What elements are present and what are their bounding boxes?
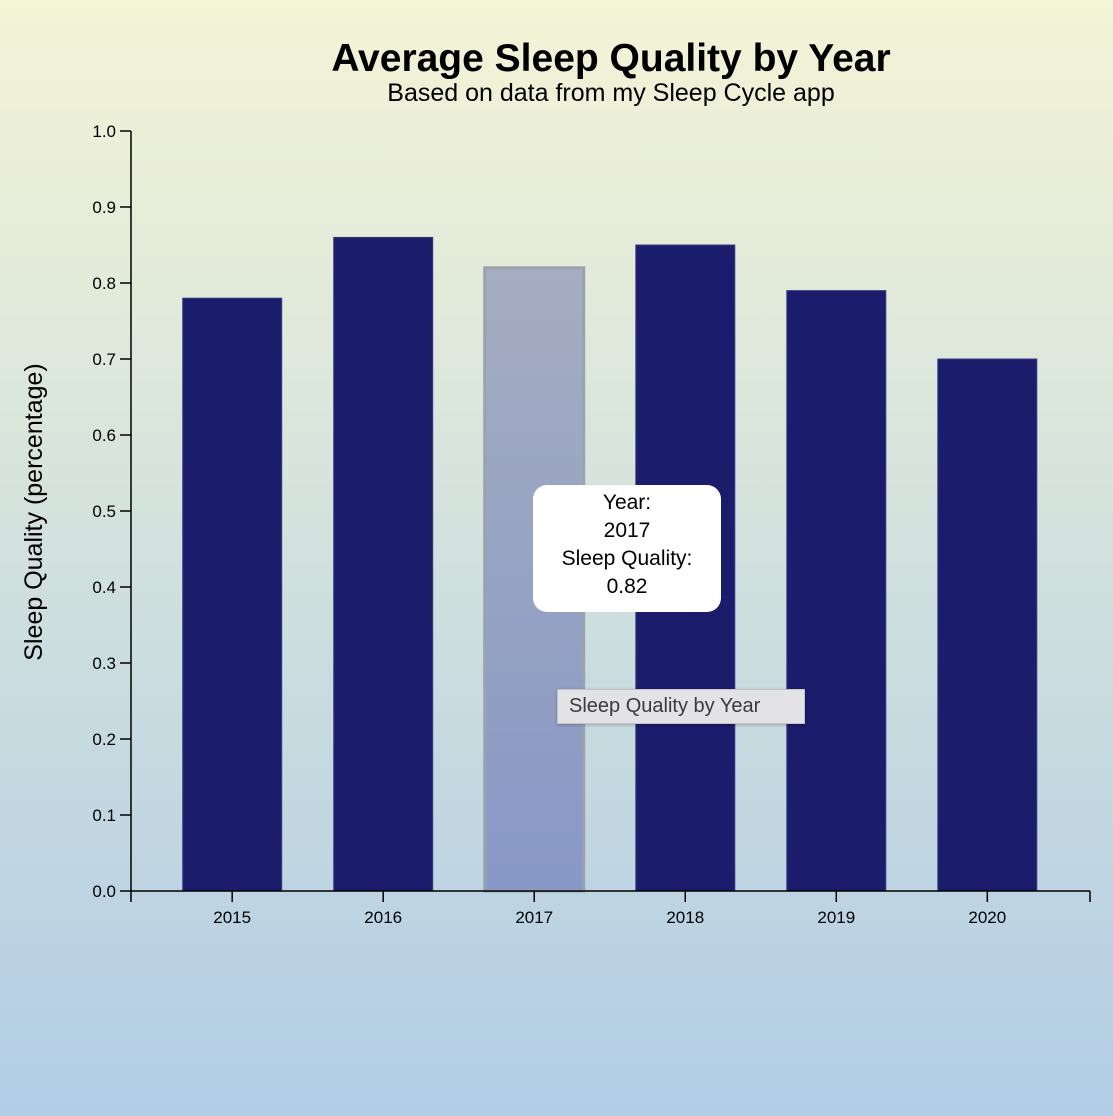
chart-subtitle: Based on data from my Sleep Cycle app	[387, 79, 834, 107]
x-tick-label: 2018	[666, 908, 704, 927]
tooltip-year-value: 2017	[603, 519, 651, 542]
y-tick-label: 0.2	[92, 730, 116, 749]
bar-2016[interactable]	[333, 236, 434, 892]
tooltip-year-label: Year:	[602, 491, 652, 514]
y-axis-label: Sleep Quality (percentage)	[20, 363, 48, 660]
bar-2020[interactable]	[937, 358, 1038, 892]
x-tick-label: 2016	[364, 908, 402, 927]
y-tick-label: 0.4	[92, 578, 116, 597]
y-tick-label: 0.7	[92, 350, 116, 369]
bar-2015[interactable]	[182, 297, 283, 892]
tooltip-quality-value: 0.82	[606, 575, 648, 598]
y-tick-label: 1.0	[92, 122, 116, 141]
x-tick-label: 2020	[968, 908, 1006, 927]
y-tick-label: 0.3	[92, 654, 116, 673]
x-tick-label: 2019	[817, 908, 855, 927]
y-tick-label: 0.1	[92, 806, 116, 825]
y-tick-label: 0.9	[92, 198, 116, 217]
hover-tooltip: Year: 2017 Sleep Quality: 0.82	[533, 485, 721, 612]
native-title-tooltip: Sleep Quality by Year	[557, 689, 805, 724]
x-tick-label: 2015	[213, 908, 251, 927]
y-tick-label: 0.5	[92, 502, 116, 521]
x-tick-label: 2017	[515, 908, 553, 927]
chart-title: Average Sleep Quality by Year	[331, 37, 890, 80]
y-tick-label: 0.8	[92, 274, 116, 293]
y-tick-label: 0.0	[92, 882, 116, 901]
y-axis: 0.0 0.1 0.2 0.3 0.4 0.5 0.6 0.7 0.8 0.9 1.0	[92, 122, 132, 901]
tooltip-quality-label: Sleep Quality:	[561, 547, 693, 570]
x-axis: 2015 2016 2017 2018 2019 2020	[130, 890, 1091, 927]
y-tick-label: 0.6	[92, 426, 116, 445]
bar-2019[interactable]	[786, 290, 887, 892]
